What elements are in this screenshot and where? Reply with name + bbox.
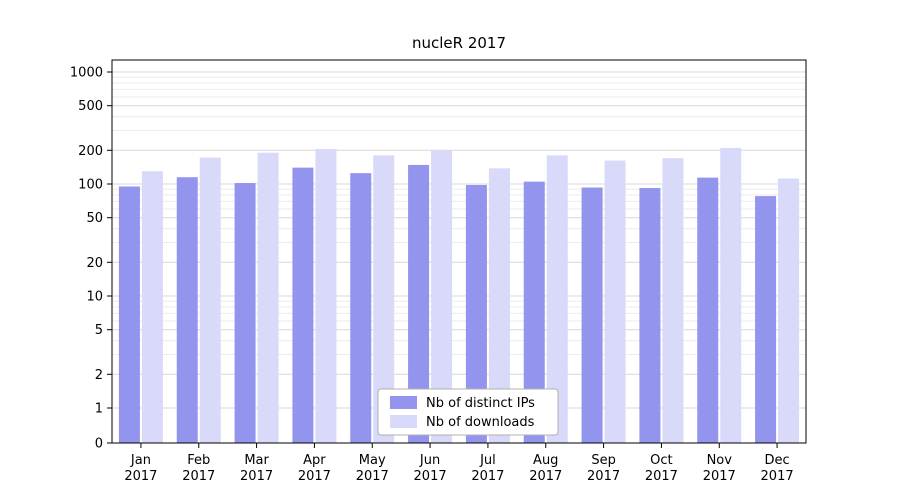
x-tick-year: 2017: [182, 469, 215, 484]
bar-downloads: [431, 150, 453, 443]
x-tick-year: 2017: [240, 469, 273, 484]
bar-distinct-ips: [581, 187, 603, 443]
x-tick-year: 2017: [645, 469, 678, 484]
x-tick-year: 2017: [471, 469, 504, 484]
bar-distinct-ips: [234, 183, 256, 443]
x-tick-month: May: [359, 453, 386, 468]
y-tick-label: 100: [78, 178, 103, 193]
x-tick-month: Jan: [130, 453, 151, 468]
bar-downloads: [373, 155, 395, 443]
x-tick-month: Dec: [765, 453, 790, 468]
x-tick-year: 2017: [414, 469, 447, 484]
bar-distinct-ips: [118, 186, 140, 444]
x-tick-year: 2017: [761, 469, 794, 484]
bar-downloads: [257, 152, 279, 443]
y-tick-label: 20: [86, 256, 103, 271]
legend-label: Nb of downloads: [426, 415, 535, 430]
plot-border: [111, 59, 807, 444]
bar-downloads: [662, 158, 684, 443]
x-tick-month: Jul: [479, 453, 496, 468]
bar-downloads: [604, 160, 626, 444]
legend-swatch: [390, 415, 417, 428]
bar-distinct-ips: [292, 167, 314, 443]
y-tick-label: 50: [86, 211, 103, 226]
bar-downloads: [488, 168, 510, 443]
bar-downloads: [546, 155, 568, 443]
y-tick-label: 2: [95, 368, 103, 383]
x-tick-month: Sep: [591, 453, 616, 468]
y-tick-label: 10: [86, 290, 103, 305]
x-tick-year: 2017: [356, 469, 389, 484]
legend-swatch: [390, 396, 417, 409]
legend-box: [377, 388, 559, 436]
bar-downloads: [778, 178, 800, 443]
x-tick-month: Apr: [303, 453, 326, 468]
x-tick-year: 2017: [587, 469, 620, 484]
x-tick-year: 2017: [298, 469, 331, 484]
x-tick-month: Feb: [187, 453, 210, 468]
legend-label: Nb of distinct IPs: [426, 396, 535, 411]
y-tick-label: 0: [95, 437, 103, 452]
y-tick-label: 200: [78, 144, 103, 159]
y-tick-label: 500: [78, 99, 103, 114]
bar-distinct-ips: [350, 173, 372, 444]
bar-distinct-ips: [408, 164, 430, 443]
y-tick-label: 5: [95, 323, 103, 338]
bar-distinct-ips: [639, 188, 661, 443]
y-tick-label: 1: [95, 402, 103, 417]
bar-distinct-ips: [523, 181, 545, 443]
bar-downloads: [141, 171, 163, 443]
x-tick-year: 2017: [124, 469, 157, 484]
chart-title: nucleR 2017: [411, 34, 507, 52]
bar-distinct-ips: [755, 196, 777, 443]
x-tick-month: Oct: [650, 453, 672, 468]
bar-downloads: [315, 149, 337, 444]
x-tick-month: Nov: [707, 453, 733, 468]
x-tick-year: 2017: [529, 469, 562, 484]
x-tick-month: Aug: [533, 453, 558, 468]
x-tick-month: Mar: [244, 453, 269, 468]
bar-distinct-ips: [697, 177, 719, 444]
bar-distinct-ips: [465, 184, 487, 444]
bar-distinct-ips: [176, 177, 198, 443]
bar-downloads: [199, 157, 221, 443]
x-tick-year: 2017: [703, 469, 736, 484]
y-tick-label: 1000: [70, 66, 103, 81]
bar-downloads: [720, 147, 742, 443]
x-tick-month: Jun: [419, 453, 440, 468]
